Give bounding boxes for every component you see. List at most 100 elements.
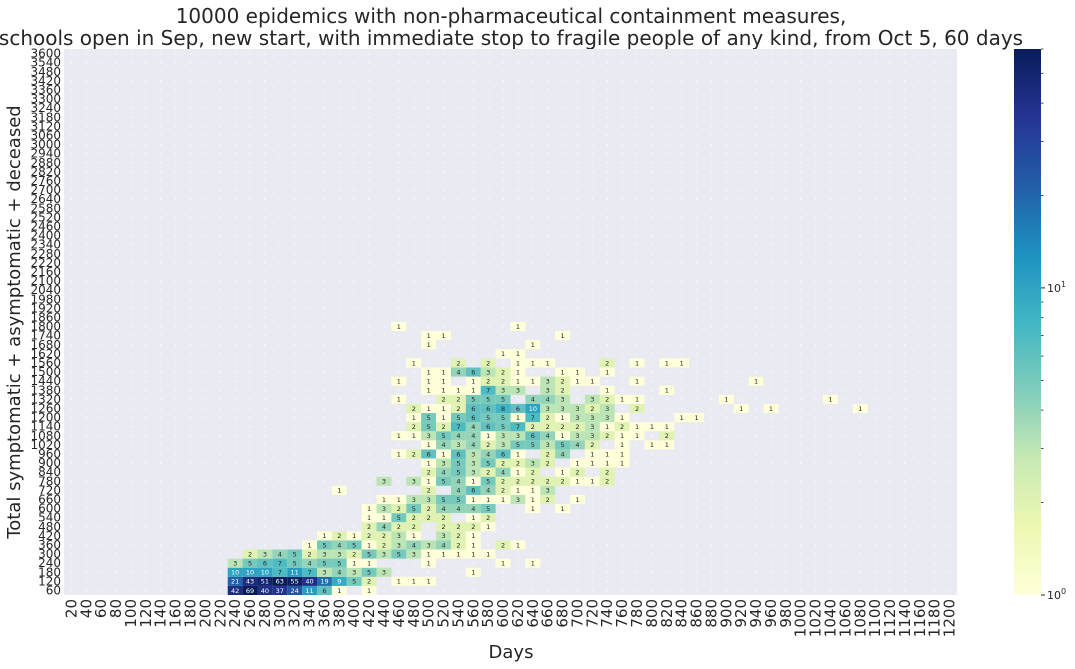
grid-dot — [755, 143, 757, 146]
grid-dot — [665, 180, 668, 182]
grid-dot — [398, 471, 400, 473]
grid-dot — [383, 171, 385, 173]
cell-value: 3 — [575, 405, 579, 413]
cell-value: 1 — [427, 559, 431, 567]
cell-value: 2 — [471, 523, 475, 531]
grid-dot — [591, 225, 594, 228]
grid-dot — [874, 316, 876, 319]
grid-dot — [234, 243, 237, 246]
grid-dot — [889, 198, 891, 201]
grid-dot — [130, 207, 132, 210]
grid-dot — [219, 271, 222, 273]
grid-dot — [725, 98, 728, 100]
grid-dot — [264, 134, 266, 137]
grid-dot — [933, 198, 936, 201]
grid-dot — [591, 289, 594, 292]
grid-dot — [561, 362, 564, 364]
grid-dot — [889, 289, 891, 292]
grid-dot — [293, 116, 296, 119]
grid-dot — [844, 207, 847, 210]
grid-dot — [904, 444, 906, 446]
heatmap-cell — [242, 558, 258, 568]
grid-dot — [100, 525, 103, 528]
grid-dot — [621, 334, 623, 337]
grid-dot — [517, 535, 519, 537]
y-tick-label: 1800 — [30, 320, 61, 334]
grid-dot — [323, 189, 326, 192]
grid-dot — [308, 389, 311, 392]
grid-dot — [948, 243, 951, 246]
heatmap-cell — [257, 558, 273, 568]
grid-dot — [502, 216, 504, 219]
grid-dot — [799, 316, 802, 319]
grid-dot — [100, 535, 103, 537]
cell-value: 1 — [620, 441, 624, 449]
cell-value: 5 — [501, 414, 505, 422]
grid-dot — [308, 407, 311, 410]
y-tick-label: 1860 — [30, 310, 61, 324]
grid-dot — [219, 544, 222, 546]
grid-dot — [174, 362, 177, 364]
grid-dot — [874, 280, 876, 282]
grid-dot — [70, 70, 73, 73]
grid-dot — [889, 252, 891, 255]
grid-dot — [368, 489, 370, 492]
chart-title-line-2: schools open in Sep, new start, with imm… — [0, 26, 1023, 50]
grid-dot — [412, 70, 415, 73]
heatmap-cell — [480, 376, 496, 386]
grid-dot — [159, 289, 162, 292]
grid-dot — [70, 571, 73, 574]
grid-dot — [948, 362, 951, 364]
grid-dot — [308, 525, 311, 528]
cell-value: 3 — [546, 487, 550, 495]
grid-dot — [487, 271, 490, 273]
grid-dot — [308, 298, 311, 301]
grid-dot — [755, 407, 757, 410]
grid-dot — [159, 480, 162, 483]
grid-dot — [904, 271, 906, 273]
grid-dot — [844, 425, 847, 428]
grid-dot — [442, 307, 445, 310]
grid-dot — [725, 243, 728, 246]
grid-dot — [278, 544, 281, 546]
grid-dot — [904, 171, 906, 173]
grid-dot — [576, 243, 579, 246]
cell-value: 3 — [575, 432, 579, 440]
heatmap-cell — [629, 394, 645, 404]
grid-dot — [755, 134, 757, 137]
grid-dot — [174, 216, 177, 219]
grid-dot — [353, 407, 356, 410]
cell-value: 1 — [367, 587, 371, 595]
grid-dot — [383, 207, 385, 210]
grid-dot — [874, 89, 876, 91]
grid-dot — [427, 180, 430, 182]
grid-dot — [874, 225, 876, 228]
heatmap-cell — [465, 476, 481, 486]
grid-dot — [829, 70, 832, 73]
heatmap-cell — [302, 540, 318, 550]
grid-dot — [710, 444, 713, 446]
grid-dot — [933, 98, 936, 100]
grid-dot — [70, 89, 73, 91]
grid-dot — [770, 507, 772, 510]
grid-dot — [591, 307, 594, 310]
grid-dot — [383, 407, 385, 410]
cell-value: 7 — [278, 559, 282, 567]
grid-dot — [308, 107, 311, 110]
grid-dot — [204, 225, 207, 228]
grid-dot — [293, 161, 296, 164]
grid-dot — [472, 243, 475, 246]
cell-value: 4 — [382, 523, 386, 531]
grid-dot — [502, 316, 504, 319]
grid-dot — [278, 289, 281, 292]
heatmap-cell — [465, 522, 481, 532]
grid-dot — [814, 61, 817, 64]
grid-dot — [85, 70, 88, 73]
grid-dot — [799, 280, 802, 282]
grid-dot — [829, 307, 832, 310]
grid-dot — [859, 398, 862, 401]
grid-dot — [651, 471, 653, 473]
grid-dot — [948, 434, 951, 437]
cell-value: 5 — [501, 396, 505, 404]
grid-dot — [918, 271, 921, 273]
